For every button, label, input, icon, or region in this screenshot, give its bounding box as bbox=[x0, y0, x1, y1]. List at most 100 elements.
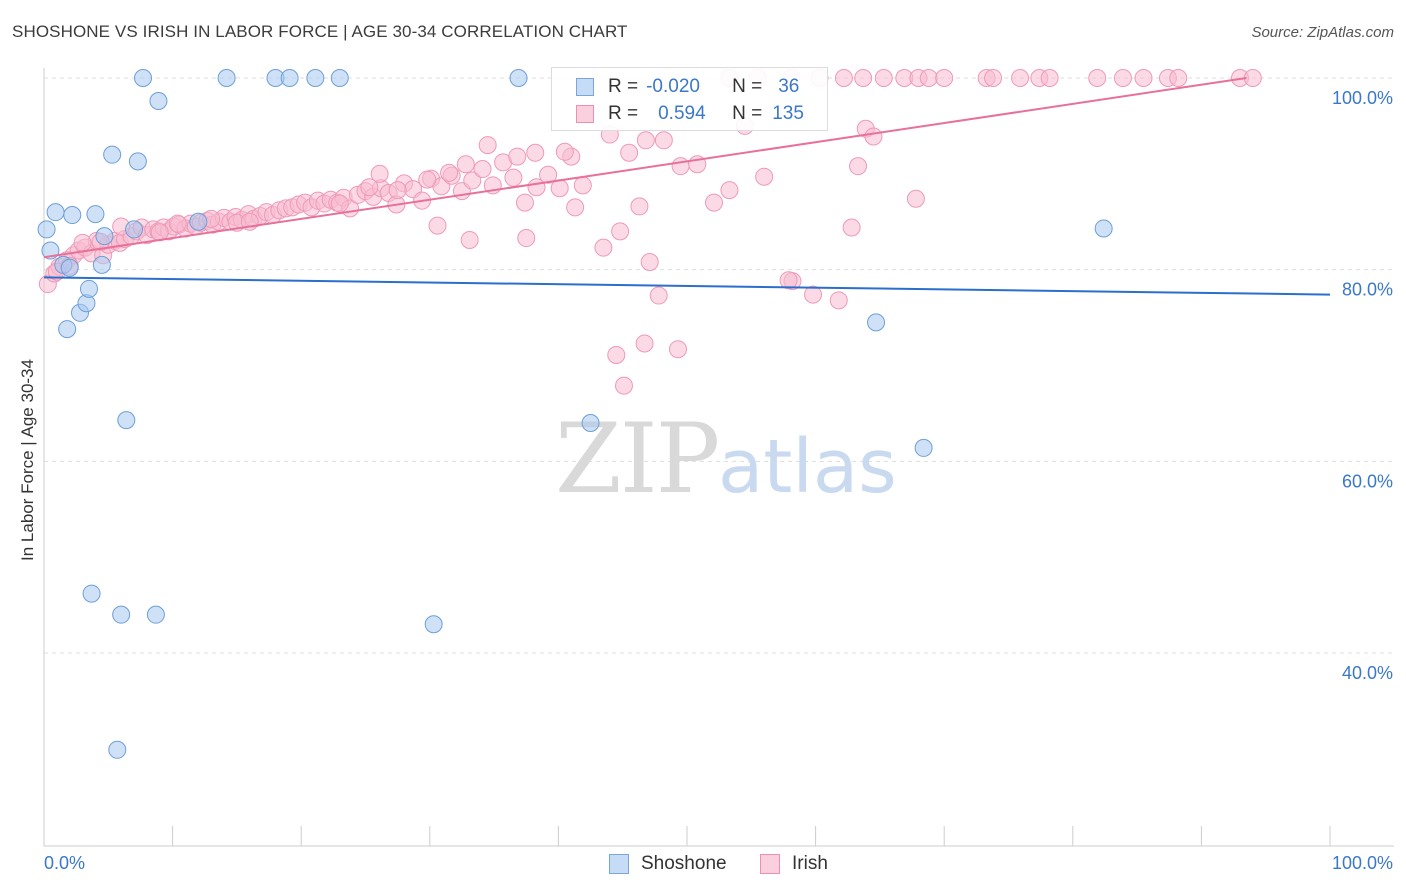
x-tick-label: 0.0% bbox=[44, 853, 85, 873]
irish-point bbox=[440, 163, 459, 182]
irish-point bbox=[607, 345, 626, 364]
irish-point bbox=[755, 167, 774, 186]
irish-point bbox=[330, 194, 349, 213]
legend-row-irish: R = 0.594 N = 135 bbox=[576, 101, 804, 127]
shoshone-point bbox=[125, 220, 144, 239]
r-label: R = bbox=[608, 76, 639, 97]
irish-point bbox=[517, 229, 536, 248]
irish-point bbox=[428, 216, 447, 235]
x-tick-label: 100.0% bbox=[1332, 853, 1393, 873]
irish-point bbox=[849, 157, 868, 176]
shoshone-point bbox=[108, 740, 127, 759]
r-label: R = bbox=[608, 103, 639, 124]
y-tick-label: 100.0% bbox=[1332, 88, 1393, 108]
irish-point bbox=[630, 197, 649, 216]
n-value: 135 bbox=[772, 103, 804, 124]
irish-point bbox=[842, 218, 861, 237]
trend-lines bbox=[43, 77, 1331, 296]
y-tick-label: 40.0% bbox=[1342, 663, 1393, 683]
shoshone-point bbox=[82, 584, 101, 603]
shoshone-point bbox=[80, 279, 99, 298]
irish-point bbox=[360, 178, 379, 197]
grid-lines bbox=[44, 77, 1394, 654]
shoshone-point bbox=[46, 203, 65, 222]
irish-point bbox=[1113, 69, 1132, 87]
irish-point bbox=[1040, 69, 1059, 87]
r-value: -0.020 bbox=[646, 76, 700, 97]
irish-point bbox=[919, 69, 938, 87]
irish-point bbox=[864, 127, 883, 146]
irish-point bbox=[1011, 69, 1030, 87]
shoshone-point bbox=[128, 152, 147, 171]
chart-title: SHOSHONE VS IRISH IN LABOR FORCE | AGE 3… bbox=[12, 22, 628, 41]
shoshone-point bbox=[149, 92, 168, 110]
source-label: Source: ZipAtlas.com bbox=[1251, 24, 1394, 41]
irish-point bbox=[906, 189, 925, 208]
shoshone-point bbox=[424, 615, 443, 634]
irish-point bbox=[539, 165, 558, 184]
shoshone-point bbox=[1094, 219, 1113, 238]
irish-point bbox=[1134, 69, 1153, 87]
shoshone-point bbox=[509, 69, 528, 87]
irish-swatch bbox=[576, 105, 594, 123]
irish-point bbox=[418, 170, 437, 189]
shoshone-point bbox=[134, 69, 153, 87]
irish-point bbox=[478, 136, 497, 155]
shoshone-point bbox=[112, 605, 131, 624]
legend-label: Shoshone bbox=[641, 853, 727, 874]
legend-label: Irish bbox=[792, 853, 828, 874]
y-tick-label: 80.0% bbox=[1342, 280, 1393, 300]
irish-point bbox=[550, 179, 569, 198]
irish-point bbox=[460, 230, 479, 249]
shoshone-trend-line bbox=[43, 276, 1331, 296]
irish-point bbox=[555, 142, 574, 161]
irish-point bbox=[388, 181, 407, 200]
shoshone-point bbox=[280, 69, 299, 87]
watermark-zip: ZIP bbox=[555, 403, 718, 515]
irish-point bbox=[804, 285, 823, 304]
irish-point bbox=[654, 131, 673, 150]
irish-point bbox=[573, 176, 592, 195]
irish-point bbox=[73, 233, 92, 252]
irish-point bbox=[508, 147, 527, 166]
irish-point bbox=[779, 271, 798, 290]
irish-point bbox=[1169, 69, 1188, 87]
shoshone-point bbox=[37, 220, 56, 239]
irish-point bbox=[611, 222, 630, 241]
y-axis-label: In Labor Force | Age 30-34 bbox=[18, 359, 37, 561]
irish-point bbox=[668, 340, 687, 359]
shoshone-point bbox=[146, 605, 165, 624]
irish-point bbox=[1088, 69, 1107, 87]
irish-point bbox=[829, 291, 848, 310]
irish-point bbox=[456, 155, 475, 174]
shoshone-swatch bbox=[576, 78, 594, 96]
n-label: N = bbox=[732, 76, 763, 97]
shoshone-point bbox=[95, 227, 114, 246]
irish-point bbox=[168, 214, 187, 233]
legend-row-shoshone: R = -0.020 N = 36 bbox=[576, 74, 799, 100]
irish-point bbox=[649, 286, 668, 305]
shoshone-point bbox=[86, 205, 105, 224]
irish-point bbox=[640, 253, 659, 271]
shoshone-point bbox=[330, 69, 349, 87]
irish-point bbox=[515, 193, 534, 212]
shoshone-point bbox=[117, 411, 136, 430]
legend-item-irish: Irish bbox=[760, 852, 828, 876]
axes bbox=[43, 68, 1394, 847]
irish-point bbox=[635, 334, 654, 353]
shoshone-point bbox=[306, 69, 325, 87]
irish-point bbox=[705, 193, 724, 212]
shoshone-point bbox=[189, 212, 208, 231]
irish-point bbox=[854, 69, 873, 87]
stats-legend: R = -0.020 N = 36 R = 0.594 N = 135 bbox=[551, 67, 828, 131]
shoshone-point bbox=[103, 145, 122, 164]
n-value: 36 bbox=[778, 76, 800, 97]
irish-point bbox=[504, 168, 523, 187]
shoshone-point bbox=[581, 414, 600, 432]
irish-point bbox=[874, 69, 893, 87]
irish-point bbox=[984, 69, 1003, 87]
shoshone-point bbox=[217, 69, 236, 87]
shoshone-point bbox=[58, 320, 77, 339]
irish-point bbox=[620, 143, 639, 162]
